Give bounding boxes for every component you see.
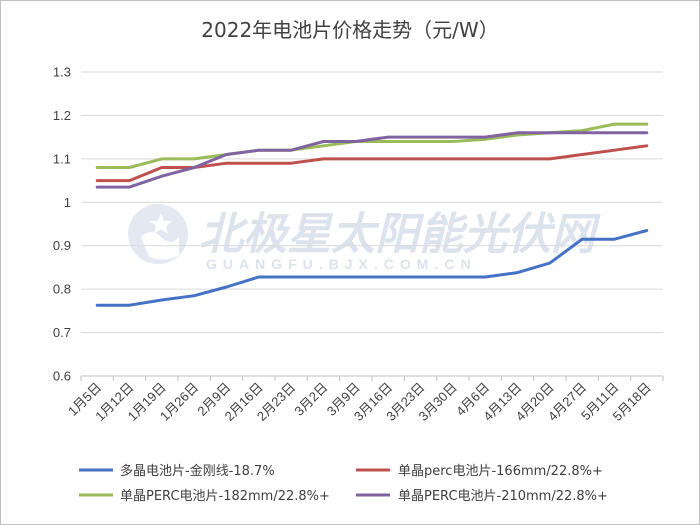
y-tick-label: 1.1 — [53, 151, 71, 166]
y-tick-label: 0.6 — [53, 369, 71, 384]
y-axis: 0.6 0.7 0.8 0.9 1 1.1 1.2 1.3 — [53, 65, 71, 384]
legend-label-0: 多晶电池片-金刚线-18.7% — [120, 463, 275, 479]
chart-title: 2022年电池片价格走势（元/W） — [201, 18, 498, 42]
y-tick-label: 0.8 — [53, 282, 71, 297]
watermark-sub: GUANGFU.BJX.COM.CN — [206, 256, 477, 272]
y-tick-label: 1.3 — [53, 65, 71, 80]
x-tick-label: 3月2日 — [291, 380, 330, 419]
legend: 多晶电池片-金刚线-18.7% 单晶perc电池片-166mm/22.8%+ 单… — [79, 463, 608, 504]
legend-item-1: 单晶perc电池片-166mm/22.8%+ — [356, 464, 603, 479]
y-tick-label: 1.2 — [53, 108, 71, 123]
series-line-2 — [95, 122, 649, 169]
x-axis: 1月5日1月12日1月19日1月26日2月9日2月16日2月23日3月2日3月9… — [65, 376, 664, 424]
y-tick-label: 0.9 — [53, 238, 71, 253]
watermark: 北极星太阳能光伏网 GUANGFU.BJX.COM.CN — [128, 204, 601, 272]
legend-item-2: 单晶PERC电池片-182mm/22.8%+ — [79, 489, 330, 504]
watermark-text: 北极星太阳能光伏网 — [199, 209, 601, 260]
legend-label-2: 单晶PERC电池片-182mm/22.8%+ — [120, 489, 330, 504]
series-line-1 — [95, 144, 649, 183]
legend-label-3: 单晶PERC电池片-210mm/22.8%+ — [398, 489, 608, 504]
y-tick-label: 0.7 — [53, 325, 71, 340]
series-lines — [95, 122, 649, 307]
polaris-logo-icon — [128, 204, 188, 264]
legend-item-0: 多晶电池片-金刚线-18.7% — [79, 463, 275, 479]
series-line-3 — [95, 131, 649, 189]
series-line-0 — [95, 229, 649, 307]
legend-label-1: 单晶perc电池片-166mm/22.8%+ — [398, 464, 603, 479]
legend-item-3: 单晶PERC电池片-210mm/22.8%+ — [356, 489, 608, 504]
y-tick-label: 1 — [64, 195, 71, 210]
